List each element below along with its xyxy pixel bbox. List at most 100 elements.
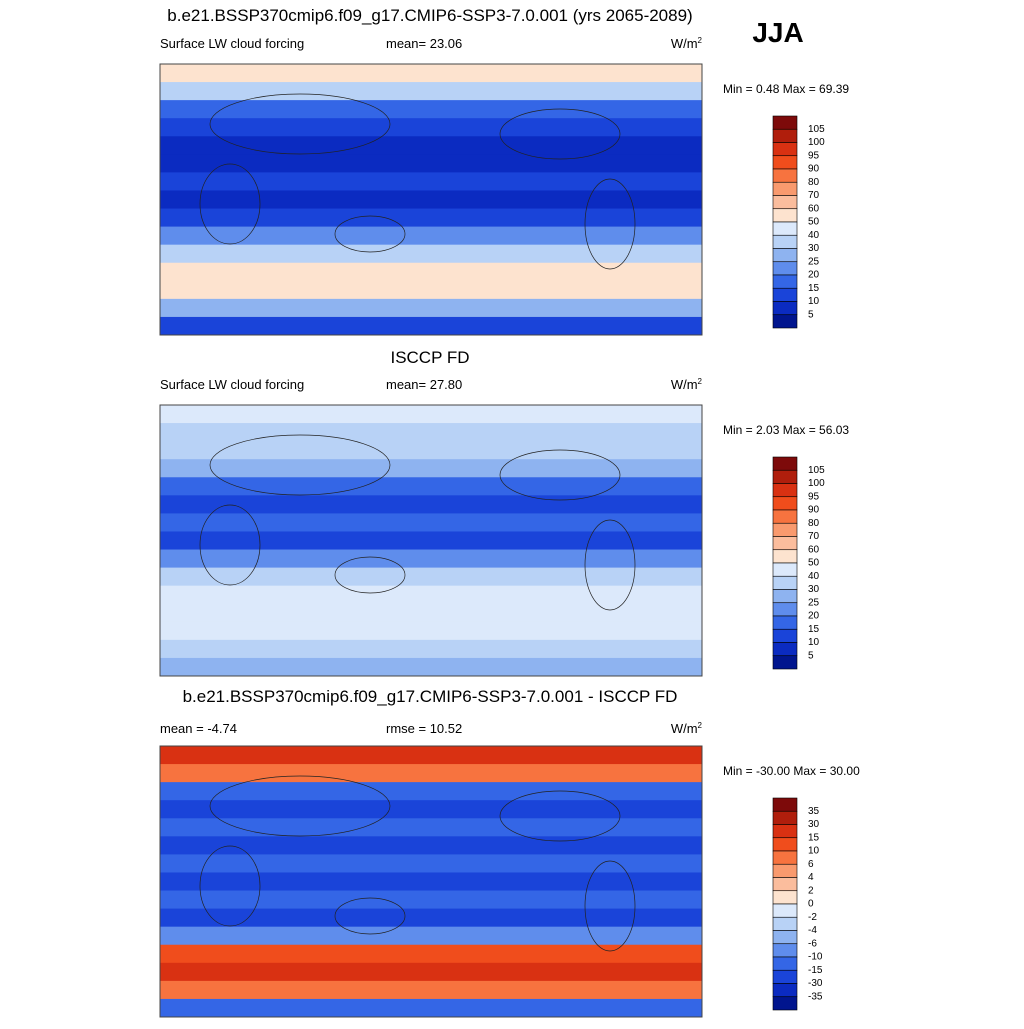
map xyxy=(159,745,703,1018)
units: W/m2 xyxy=(671,721,703,736)
colorbar-label: -6 xyxy=(808,938,817,949)
colorbar-label: 10 xyxy=(808,637,820,648)
map-band xyxy=(160,854,702,873)
colorbar-label: 6 xyxy=(808,859,814,870)
colorbar-label: 35 xyxy=(808,806,820,817)
map-band xyxy=(160,908,702,928)
left-string: Surface LW cloud forcing xyxy=(160,36,304,51)
map-band xyxy=(160,316,702,336)
units-base: W/m xyxy=(671,377,698,392)
land-outline xyxy=(334,897,406,935)
colorbar-label: 95 xyxy=(808,491,820,502)
units-sup: 2 xyxy=(698,377,703,386)
land-outline xyxy=(199,845,261,927)
colorbar-label: 15 xyxy=(808,832,820,843)
map-band xyxy=(160,244,702,264)
panel-title: ISCCP FD xyxy=(390,348,469,367)
colorbar-swatch xyxy=(772,589,798,604)
map-band xyxy=(160,459,702,478)
center-string: mean= 23.06 xyxy=(386,36,462,51)
colorbar-label: -15 xyxy=(808,965,823,976)
map-band xyxy=(160,890,702,910)
map-band xyxy=(160,585,702,605)
colorbar-label: 95 xyxy=(808,150,820,161)
min-max: Min = 2.03 Max = 56.03 xyxy=(723,423,849,437)
colorbar-swatch xyxy=(772,810,798,825)
map-band xyxy=(160,118,702,137)
colorbar-swatch xyxy=(772,642,798,657)
colorbar-label: 60 xyxy=(808,203,820,214)
map-band xyxy=(160,836,702,855)
units-sup: 2 xyxy=(698,36,703,45)
colorbar-swatch xyxy=(772,128,798,143)
colorbar-label: 100 xyxy=(808,478,825,489)
colorbar-label: 4 xyxy=(808,872,814,883)
colorbar-label: 15 xyxy=(808,624,820,635)
map-band xyxy=(160,800,702,819)
colorbar-swatch xyxy=(772,956,798,971)
colorbar-swatch xyxy=(772,628,798,643)
map-band xyxy=(160,172,702,191)
colorbar-label: 5 xyxy=(808,650,814,661)
land-outline xyxy=(334,556,406,594)
colorbar-label: -30 xyxy=(808,978,823,989)
colorbar-label: 2 xyxy=(808,885,814,896)
colorbar-swatch xyxy=(772,850,798,865)
colorbar-swatch xyxy=(772,903,798,918)
colorbar-swatch xyxy=(772,181,798,196)
map-band xyxy=(160,872,702,892)
colorbar-label: -10 xyxy=(808,952,823,963)
colorbar-swatch xyxy=(772,877,798,892)
season-label: JJA xyxy=(752,17,803,48)
colorbar-swatch xyxy=(772,522,798,537)
map xyxy=(159,404,703,677)
colorbar-label: 20 xyxy=(808,611,820,622)
land-outline xyxy=(499,790,621,842)
colorbar-swatch xyxy=(772,916,798,931)
colorbar-swatch xyxy=(772,824,798,839)
map-band xyxy=(160,154,702,173)
map-band xyxy=(160,549,702,569)
map-band xyxy=(160,208,702,228)
colorbar-swatch xyxy=(772,655,798,670)
map-band xyxy=(160,926,702,946)
map-band xyxy=(160,226,702,246)
units-base: W/m xyxy=(671,721,698,736)
map-band xyxy=(160,567,702,587)
colorbar-swatch xyxy=(772,248,798,263)
map-band xyxy=(160,190,702,210)
colorbar-label: -4 xyxy=(808,925,817,936)
land-outline xyxy=(584,860,636,952)
colorbar-label: 105 xyxy=(808,124,825,135)
colorbar-swatch xyxy=(772,208,798,223)
map-band xyxy=(160,298,702,318)
map-frame xyxy=(159,63,703,336)
land-outline xyxy=(199,163,261,245)
map-band xyxy=(160,477,702,496)
colorbar-swatch xyxy=(772,562,798,577)
land-outline xyxy=(209,93,391,155)
colorbar-label: 40 xyxy=(808,571,820,582)
colorbar-swatch xyxy=(772,996,798,1011)
colorbar-label: 50 xyxy=(808,217,820,228)
land-outline xyxy=(499,108,621,160)
land-outline xyxy=(499,449,621,501)
colorbar-swatch xyxy=(772,274,798,289)
colorbar-label: 60 xyxy=(808,544,820,555)
colorbar-swatch xyxy=(772,195,798,210)
land-outline xyxy=(584,519,636,611)
min-max: Min = 0.48 Max = 69.39 xyxy=(723,82,849,96)
colorbar-label: 5 xyxy=(808,309,814,320)
left-string: Surface LW cloud forcing xyxy=(160,377,304,392)
colorbar-swatch xyxy=(772,943,798,958)
map-band xyxy=(160,782,702,801)
colorbar-swatch xyxy=(772,221,798,236)
units-base: W/m xyxy=(671,36,698,51)
map-band xyxy=(160,998,702,1018)
colorbar-swatch xyxy=(772,456,798,471)
map-band xyxy=(160,100,702,119)
land-outline xyxy=(584,178,636,270)
units: W/m2 xyxy=(671,36,703,51)
colorbar-label: 70 xyxy=(808,531,820,542)
colorbar-label: 90 xyxy=(808,505,820,516)
